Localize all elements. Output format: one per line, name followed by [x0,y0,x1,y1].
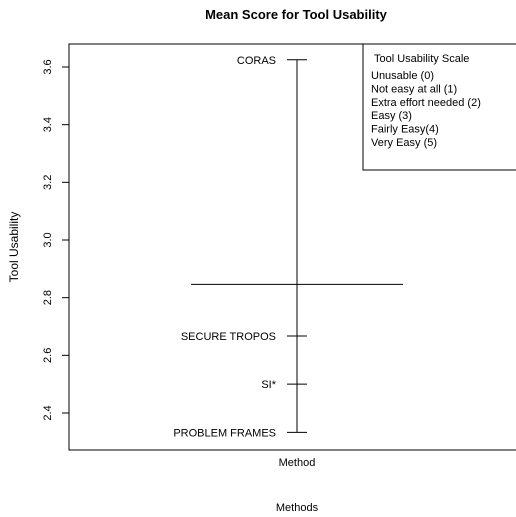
legend-title: Tool Usability Scale [374,53,469,65]
x-axis-method-label: Method [279,457,316,469]
legend-entry: Unusable (0) [371,70,434,82]
y-tick-label: 3.4 [42,117,54,132]
y-axis-label: Tool Usability [7,212,21,283]
legend-box [362,43,516,171]
method-marks: CORAS SECURE TROPOS SI* PROBLEM FRAMES [173,55,307,439]
legend-entry: Not easy at all (1) [371,83,457,95]
legend: Tool Usability Scale Unusable (0)Not eas… [362,43,516,171]
chart-title: Mean Score for Tool Usability [205,7,388,22]
y-axis-ticks: 2.4 2.6 2.8 3.0 3.2 3.4 3.6 [42,59,69,421]
legend-entry: Fairly Easy(4) [371,124,439,136]
legend-entries: Unusable (0)Not easy at all (1) Extra eff… [371,70,481,149]
y-tick-label: 2.6 [42,348,54,363]
legend-entry: Very Easy (5) [371,137,437,149]
y-tick-label: 3.2 [42,175,54,190]
method-label: SECURE TROPOS [181,331,276,343]
method-label: SI* [261,379,276,391]
y-tick-label: 2.8 [42,290,54,305]
method-label: PROBLEM FRAMES [173,427,276,439]
method-label: CORAS [237,55,276,67]
legend-entry: Extra effort needed (2) [371,97,481,109]
x-axis-label: Methods [276,502,319,514]
legend-entry: Easy (3) [371,110,412,122]
y-tick-label: 3.0 [42,232,54,247]
y-tick-label: 3.6 [42,59,54,74]
y-tick-label: 2.4 [42,405,54,420]
